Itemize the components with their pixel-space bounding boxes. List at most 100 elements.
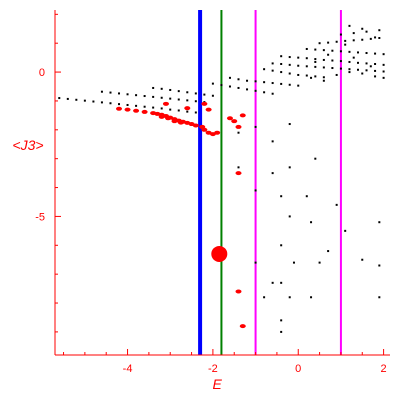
black-point [314, 157, 317, 160]
black-point [135, 104, 138, 107]
y-tick-label: -5 [35, 211, 45, 223]
black-point [365, 52, 368, 55]
black-point [361, 72, 364, 75]
black-point [344, 39, 347, 42]
black-point [305, 65, 308, 68]
red-point [162, 101, 169, 106]
black-point [348, 68, 351, 71]
black-point [118, 92, 121, 95]
red-point [235, 171, 242, 176]
black-point [280, 195, 283, 198]
black-point [203, 93, 206, 96]
black-point [352, 56, 355, 59]
black-point [288, 123, 291, 126]
black-point [160, 96, 163, 99]
x-tick-label: 2 [381, 363, 387, 375]
black-point [228, 85, 231, 88]
black-point [305, 47, 308, 50]
black-point [382, 63, 385, 66]
black-point [382, 53, 385, 56]
black-point [109, 91, 112, 94]
black-point [280, 319, 283, 322]
red-point [116, 106, 123, 111]
black-point [143, 105, 146, 108]
black-point [280, 281, 283, 284]
axis-labels-layer: E <J3> [12, 137, 222, 392]
red-point [201, 127, 208, 132]
black-point [365, 69, 368, 72]
black-point [100, 101, 103, 104]
black-point [378, 221, 381, 224]
y-axis-title: <J3> [12, 137, 43, 153]
black-point [126, 103, 129, 106]
black-point [305, 74, 308, 77]
red-point [177, 120, 184, 125]
black-point [382, 70, 385, 73]
black-point [263, 91, 266, 94]
black-point [194, 111, 197, 114]
black-point [322, 66, 325, 69]
black-point [348, 60, 351, 63]
black-point [271, 82, 274, 85]
black-point [280, 82, 283, 85]
black-point [169, 88, 172, 91]
black-point [237, 166, 240, 169]
black-point [352, 32, 355, 35]
black-point [288, 63, 291, 66]
black-point [288, 296, 291, 299]
large-point [211, 245, 228, 262]
black-point [310, 296, 313, 299]
vertical-lines-layer [198, 10, 342, 355]
black-point [211, 94, 214, 97]
black-point [246, 79, 249, 82]
black-point [177, 109, 180, 112]
black-point [335, 73, 338, 76]
black-point [254, 189, 257, 192]
black-point [152, 86, 155, 89]
black-point [378, 264, 381, 267]
black-point [75, 98, 78, 101]
red-point [214, 130, 221, 135]
black-point [314, 48, 317, 51]
black-point [335, 203, 338, 206]
black-point [356, 61, 359, 64]
black-point [271, 92, 274, 95]
red-point [201, 101, 208, 106]
black-point [237, 131, 240, 134]
black-point [339, 33, 342, 36]
black-point [280, 244, 283, 247]
x-tick-label: -2 [208, 363, 218, 375]
black-point [263, 81, 266, 84]
red-point [239, 324, 246, 329]
black-point [378, 37, 381, 40]
black-point [292, 261, 295, 264]
red-point [231, 119, 238, 124]
black-point [361, 38, 364, 41]
black-point [365, 30, 368, 33]
black-point [365, 62, 368, 65]
black-point [305, 57, 308, 60]
black-point [280, 71, 283, 74]
black-point [135, 94, 138, 97]
black-point [237, 86, 240, 89]
black-point [246, 88, 249, 91]
x-tick-label: 0 [295, 363, 301, 375]
black-point [374, 69, 377, 72]
black-point [318, 42, 321, 45]
black-point [374, 75, 377, 78]
black-point [322, 76, 325, 79]
black-point [118, 103, 121, 106]
black-point [361, 27, 364, 30]
black-point [305, 195, 308, 198]
black-point [378, 29, 381, 32]
black-point [314, 60, 317, 63]
black-point [160, 87, 163, 90]
black-point [126, 93, 129, 96]
black-point [331, 67, 334, 70]
black-point [66, 97, 69, 100]
red-point [165, 116, 172, 121]
black-point [254, 261, 257, 264]
black-point [169, 108, 172, 111]
black-point [348, 24, 351, 27]
